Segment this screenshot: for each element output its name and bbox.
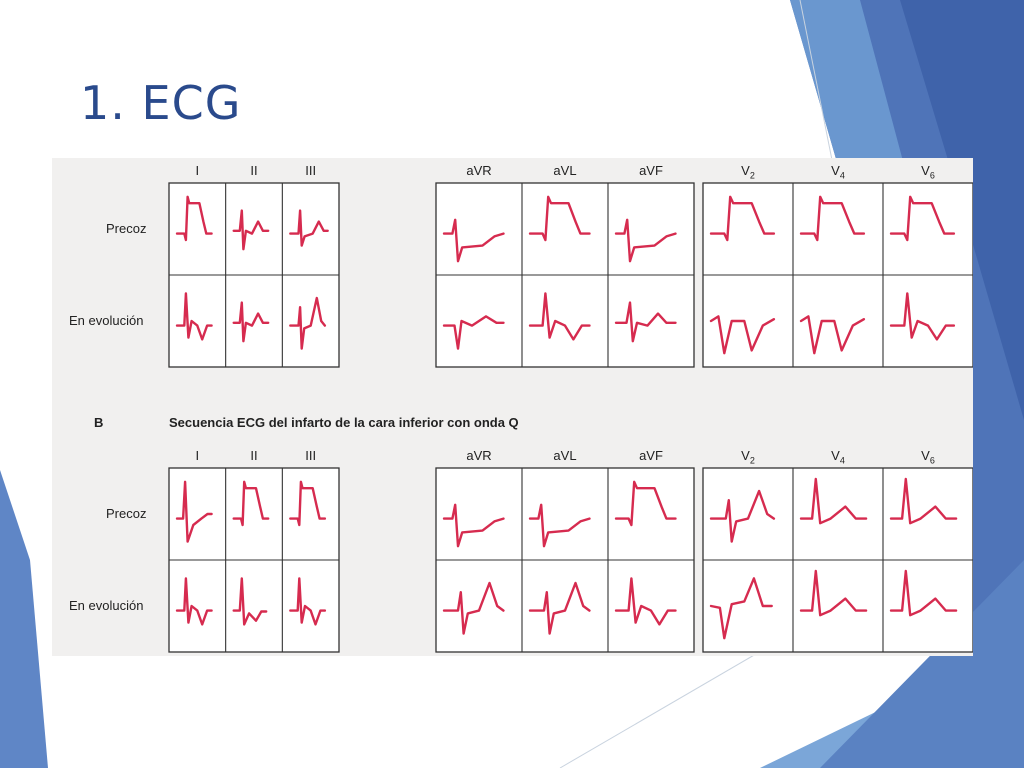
ecg-figure: I II III aVR aVL aVF V2 V4 V6 Precoz En evolución I…: [52, 158, 973, 656]
lead-header-avf: aVF: [639, 163, 663, 178]
row-label-evolving: En evolución: [69, 598, 144, 613]
ecg-trace-B-early-v6: [889, 477, 958, 525]
ecg-trace-A-evolving-avl: [528, 292, 591, 341]
ecg-trace-B-evolving-avl: [528, 581, 591, 635]
ecg-trace-B-early-avr: [442, 503, 505, 548]
ecg-trace-A-early-avf: [614, 218, 677, 263]
section-letter: B: [94, 415, 104, 430]
ecg-trace-A-evolving-avf: [614, 301, 677, 343]
lead-header-v4: V4: [831, 448, 845, 466]
ecg-trace-B-evolving-i: [175, 577, 213, 626]
ecg-trace-A-evolving-i: [175, 292, 213, 341]
ecg-trace-B-evolving-iii: [289, 577, 327, 626]
ecg-trace-A-evolving-v2: [709, 315, 776, 355]
row-label-early: Precoz: [106, 221, 147, 236]
lead-header-i: I: [195, 163, 200, 178]
ecg-trace-B-evolving-avr: [442, 581, 505, 635]
lead-header-v2: V2: [741, 448, 755, 466]
lead-header-avr: aVR: [466, 163, 492, 178]
lead-header-v4: V4: [831, 163, 845, 181]
ecg-trace-A-evolving-iii: [289, 296, 327, 350]
ecg-trace-B-evolving-v4: [799, 569, 868, 617]
row-label-evolving: En evolución: [69, 313, 144, 328]
lead-header-avf: aVF: [639, 448, 663, 463]
section-caption: Secuencia ECG del infarto de la cara inf…: [169, 415, 519, 430]
lead-header-v6: V6: [921, 448, 935, 466]
ecg-trace-A-early-v4: [799, 195, 866, 242]
ecg-trace-B-early-iii: [289, 480, 327, 527]
slide-title: 1. ECG: [80, 76, 242, 130]
ecg-trace-A-evolving-ii: [232, 301, 270, 343]
ecg-grid: [168, 182, 973, 653]
ecg-trace-A-early-v6: [889, 195, 956, 242]
ecg-trace-B-evolving-v6: [889, 569, 958, 617]
ecg-trace-A-early-iii: [289, 209, 329, 247]
lead-header-ii: II: [250, 163, 258, 178]
ecg-trace-A-early-avl: [528, 195, 591, 242]
ecg-trace-B-evolving-avf: [614, 577, 677, 626]
ecg-trace-A-early-ii: [232, 209, 270, 251]
ecg-trace-A-evolving-v6: [889, 292, 956, 341]
ecg-trace-B-early-avl: [528, 503, 591, 548]
lead-header-avr: aVR: [466, 448, 492, 463]
lead-header-v6: V6: [921, 163, 935, 181]
ecg-trace-B-evolving-ii: [232, 577, 268, 626]
lead-header-ii: II: [250, 448, 258, 463]
ecg-trace-A-evolving-v4: [799, 315, 866, 355]
row-label-early: Precoz: [106, 506, 147, 521]
lead-header-v2: V2: [741, 163, 755, 181]
lead-header-avl: aVL: [553, 163, 577, 178]
ecg-trace-B-evolving-v2: [709, 577, 773, 640]
ecg-trace-A-early-avr: [442, 218, 505, 263]
lead-header-i: I: [195, 448, 200, 463]
ecg-trace-B-early-i: [175, 480, 213, 543]
ecg-trace-B-early-ii: [232, 480, 270, 527]
ecg-trace-B-early-v2: [709, 489, 776, 543]
lead-header-iii: III: [305, 163, 317, 178]
ecg-trace-B-early-v4: [799, 477, 868, 525]
ecg-trace-B-early-avf: [614, 480, 677, 527]
ecg-trace-A-early-i: [175, 195, 213, 242]
lead-header-iii: III: [305, 448, 317, 463]
ecg-trace-A-evolving-avr: [442, 315, 505, 350]
ecg-trace-A-early-v2: [709, 195, 776, 242]
lead-header-avl: aVL: [553, 448, 577, 463]
